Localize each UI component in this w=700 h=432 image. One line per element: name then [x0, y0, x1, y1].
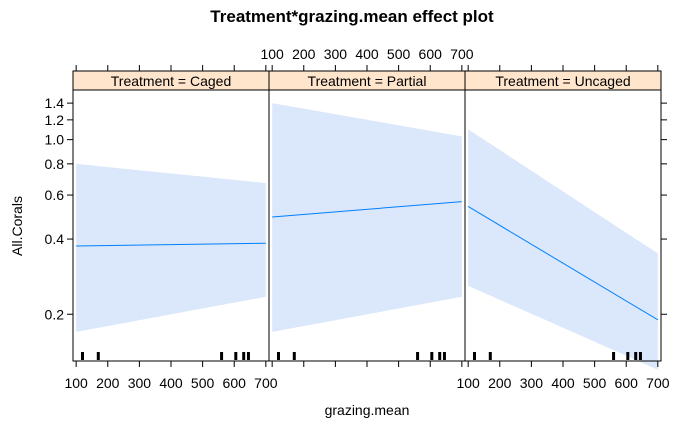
- x-axis-label: grazing.mean: [325, 402, 410, 418]
- confidence-band: [272, 103, 462, 332]
- x-tick-label: 300: [520, 375, 544, 391]
- x-tick-label: 600: [615, 375, 639, 391]
- x-tick-label: 500: [583, 375, 607, 391]
- y-tick-label: 1.0: [45, 132, 65, 148]
- fit-line: [76, 242, 266, 247]
- y-tick-label: 0.2: [45, 306, 65, 322]
- panel-2: Treatment = Partial 100 200 300 400 500 600 700: [260, 46, 474, 367]
- confidence-band: [468, 129, 658, 370]
- y-axis: 0.2 0.4 0.6 0.8 1.0 1.21.4: [45, 95, 667, 322]
- x-tick-label: 700: [450, 46, 474, 62]
- x-tick-label: 200: [292, 46, 316, 62]
- fit-line: [467, 206, 659, 321]
- y-tick-label: 1.4: [45, 95, 65, 111]
- x-tick-label: 400: [159, 375, 183, 391]
- panel-strip-label: Treatment = Caged: [111, 73, 232, 89]
- x-tick-label: 100: [456, 375, 480, 391]
- x-tick-label: 600: [419, 46, 443, 62]
- y-tick-label: 0.4: [45, 231, 65, 247]
- y-tick-label: 0.8: [45, 156, 65, 172]
- chart-title: Treatment*grazing.mean effect plot: [210, 7, 494, 26]
- y-tick-label: 0.6: [45, 187, 65, 203]
- x-tick-label: 300: [324, 46, 348, 62]
- x-tick-label: 400: [551, 375, 575, 391]
- x-tick-label: 200: [96, 375, 120, 391]
- x-tick-label: 100: [64, 375, 88, 391]
- y-axis-label: All.Corals: [9, 196, 25, 256]
- x-tick-label: 200: [488, 375, 512, 391]
- panel-1: Treatment = Caged 100 200 300 400 500 600 700: [64, 65, 278, 391]
- panel-strip-label: Treatment = Partial: [308, 73, 427, 89]
- x-tick-label: 500: [191, 375, 215, 391]
- y-tick-label: 1.2: [45, 112, 65, 128]
- x-tick-label: 700: [254, 375, 278, 391]
- x-tick-label: 500: [387, 46, 411, 62]
- panel-strip-label: Treatment = Uncaged: [495, 73, 630, 89]
- fit-line: [272, 201, 462, 218]
- x-tick-label: 700: [646, 375, 670, 391]
- confidence-band: [76, 163, 266, 332]
- x-tick-label: 400: [355, 46, 379, 62]
- x-tick-label: 300: [128, 375, 152, 391]
- x-tick-label: 100: [260, 46, 284, 62]
- x-tick-label: 600: [223, 375, 247, 391]
- panel-3: Treatment = Uncaged 100 200 300 400 500 600 700: [456, 65, 670, 391]
